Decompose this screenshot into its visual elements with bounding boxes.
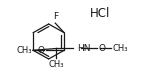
Text: HN: HN [77,44,90,53]
Text: CH₃: CH₃ [16,46,32,55]
Text: HCl: HCl [90,7,111,20]
Text: CH₃: CH₃ [113,44,128,53]
Text: O: O [99,44,106,53]
Text: O: O [37,46,44,55]
Text: CH₃: CH₃ [49,60,64,69]
Text: F: F [53,12,58,21]
